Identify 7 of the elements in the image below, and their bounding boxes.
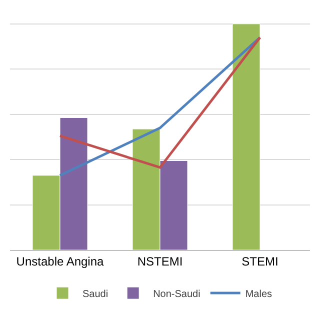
legend-label: Saudi bbox=[82, 288, 108, 300]
legend-label: Non-Saudi bbox=[153, 288, 200, 300]
x-tick-label: NSTEMI bbox=[137, 254, 183, 268]
legend-label: Males bbox=[245, 288, 272, 300]
x-tick-label: Unstable Angina bbox=[16, 254, 104, 268]
x-tick-label: STEMI bbox=[242, 254, 278, 268]
bar bbox=[232, 24, 260, 250]
